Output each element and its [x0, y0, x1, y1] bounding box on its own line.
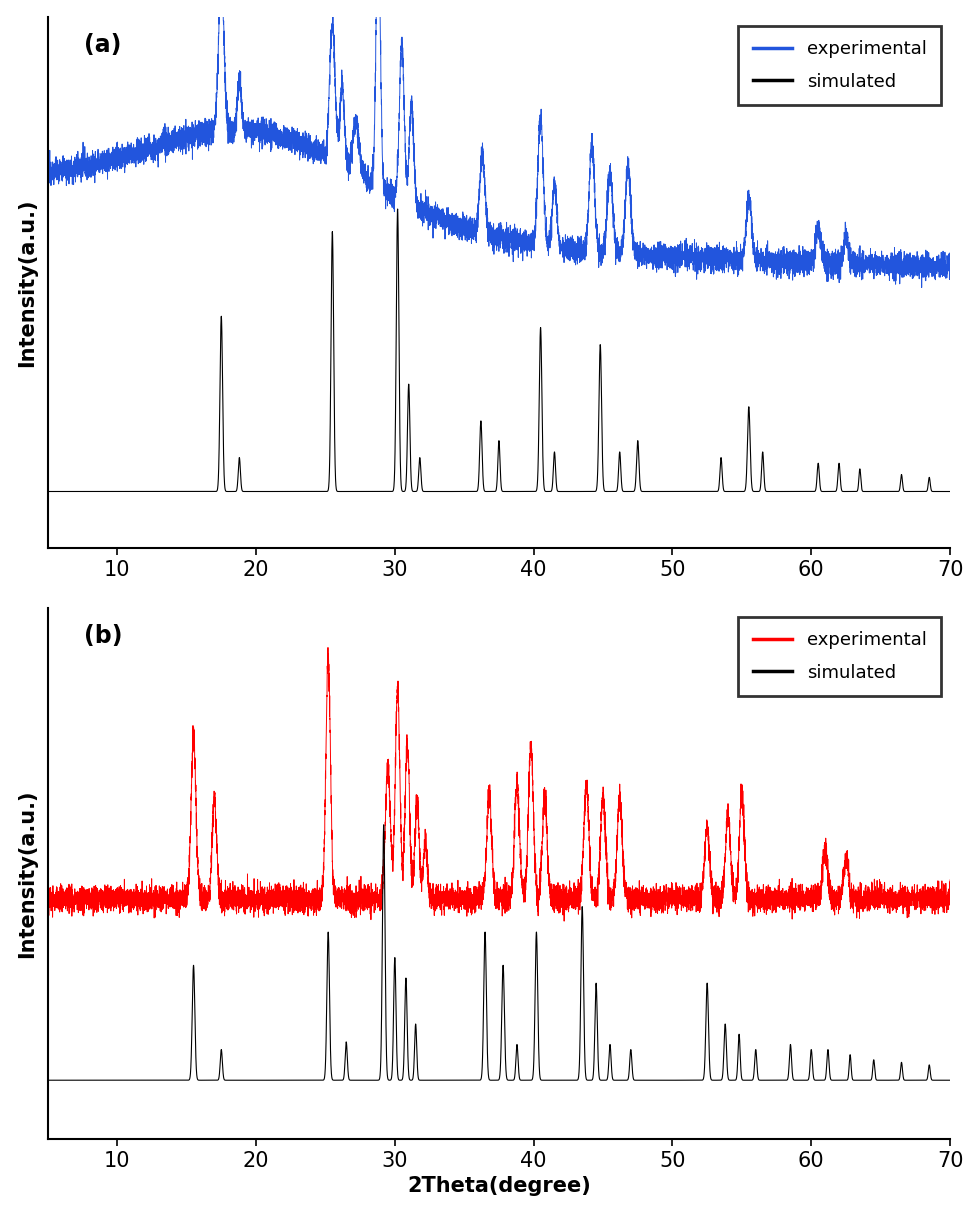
- Y-axis label: Intensity(a.u.): Intensity(a.u.): [17, 198, 36, 366]
- Text: (b): (b): [84, 623, 122, 648]
- Legend: experimental, simulated: experimental, simulated: [738, 616, 941, 696]
- Text: (a): (a): [84, 33, 122, 57]
- Y-axis label: Intensity(a.u.): Intensity(a.u.): [17, 788, 36, 957]
- X-axis label: 2Theta(degree): 2Theta(degree): [407, 1177, 591, 1196]
- Legend: experimental, simulated: experimental, simulated: [738, 25, 941, 106]
